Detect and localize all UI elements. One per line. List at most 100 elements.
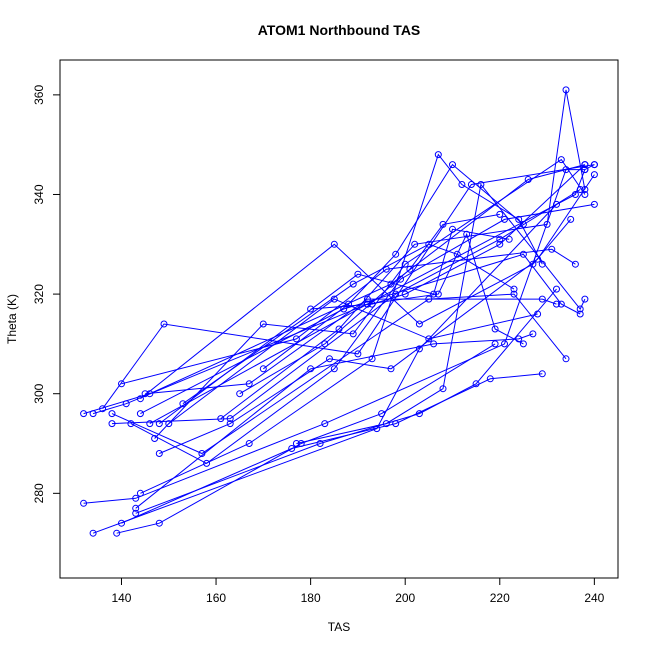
series-line-21 (135, 288, 557, 514)
data-point (439, 385, 447, 393)
data-point (108, 410, 116, 418)
data-point (136, 489, 144, 497)
x-tick-label: 160 (206, 591, 226, 605)
data-point (307, 305, 315, 313)
series-line-27 (262, 163, 524, 370)
data-point (245, 380, 253, 388)
x-tick-label: 180 (301, 591, 321, 605)
series-line-18 (296, 183, 586, 444)
data-point (368, 355, 376, 363)
series-line-11 (140, 219, 572, 400)
x-axis-title: TAS (328, 620, 350, 634)
data-point (288, 445, 296, 452)
data-point (519, 250, 527, 258)
series-line-20 (121, 373, 543, 524)
data-point (425, 335, 433, 343)
data-point (155, 450, 163, 457)
data-point (99, 405, 107, 413)
y-tick-label: 320 (32, 284, 46, 304)
data-point (557, 300, 565, 308)
data-point (368, 300, 376, 308)
x-tick-label: 200 (395, 591, 415, 605)
data-point (122, 400, 130, 408)
data-point (434, 290, 442, 298)
data-point (439, 220, 447, 228)
series-line-24 (149, 232, 524, 425)
data-point (590, 161, 598, 169)
series-line-16 (168, 298, 538, 424)
data-point (382, 420, 390, 428)
data-point (491, 325, 499, 333)
data-point (486, 375, 494, 383)
data-point (430, 340, 438, 348)
data-point (80, 410, 88, 418)
data-point (392, 250, 400, 258)
data-point (467, 181, 475, 188)
data-point (326, 355, 333, 363)
data-point (146, 420, 154, 428)
data-point (307, 365, 315, 373)
data-point (529, 330, 537, 338)
data-point (401, 290, 409, 298)
series-line-17 (220, 89, 586, 419)
data-point (477, 181, 485, 188)
data-point (136, 395, 144, 403)
data-point (453, 250, 461, 258)
data-point (571, 260, 579, 268)
data-point (179, 400, 187, 408)
data-point (378, 410, 386, 418)
data-point (354, 350, 362, 358)
data-point (245, 440, 253, 447)
series-layer (80, 86, 598, 537)
data-point (449, 161, 456, 169)
data-point (576, 186, 584, 193)
data-point (590, 200, 598, 208)
data-point (411, 240, 419, 248)
data-point (292, 335, 300, 343)
data-point (80, 499, 88, 507)
data-point (387, 365, 395, 373)
data-point (349, 280, 357, 288)
series-line-15 (158, 228, 510, 424)
data-point (590, 171, 598, 179)
data-point (543, 220, 551, 228)
series-line-8 (121, 248, 576, 385)
data-point (165, 420, 173, 428)
series-line-14 (159, 174, 595, 454)
data-point (415, 345, 423, 353)
data-point (151, 435, 159, 442)
y-axis-title: Theta (K) (5, 294, 19, 344)
data-point (363, 295, 371, 303)
data-point (463, 230, 471, 238)
data-point (515, 215, 523, 223)
series-line-19 (116, 343, 496, 534)
data-point (155, 420, 163, 428)
data-point (496, 235, 504, 243)
series-line-22 (135, 333, 534, 509)
data-point (132, 494, 140, 502)
data-point (321, 420, 329, 428)
data-point (226, 420, 234, 428)
data-point (259, 365, 267, 373)
data-point (553, 300, 560, 308)
series-line-13 (154, 158, 586, 439)
series-line-26 (239, 213, 500, 395)
data-point (330, 365, 338, 373)
data-point (434, 151, 442, 159)
data-point (226, 415, 234, 423)
data-point (236, 390, 244, 398)
series-line-6 (111, 189, 581, 425)
series-line-3 (83, 164, 586, 415)
data-point (349, 330, 357, 338)
data-point (203, 459, 211, 467)
data-point (217, 415, 225, 423)
series-line-5 (102, 164, 595, 409)
data-point (415, 410, 423, 418)
y-tick-label: 360 (32, 85, 46, 105)
data-point (581, 295, 589, 303)
data-point (415, 320, 423, 328)
data-point (330, 240, 338, 248)
plot-frame (59, 59, 619, 579)
data-point (501, 215, 508, 223)
